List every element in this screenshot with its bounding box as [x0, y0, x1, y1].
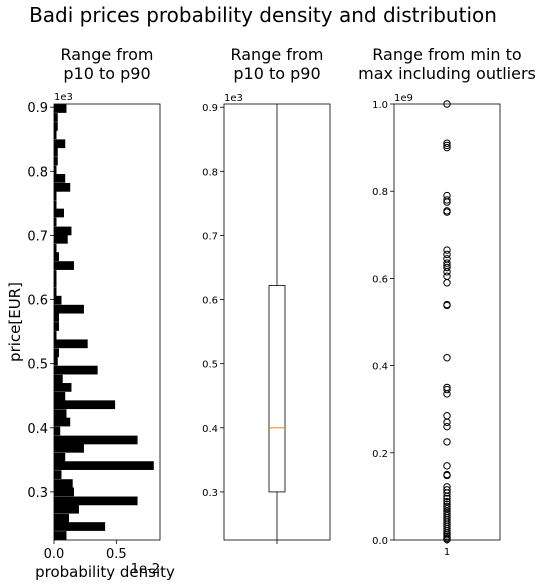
- histogram-bar: [54, 418, 70, 427]
- y-tick-label: 0.6: [202, 296, 218, 307]
- histogram-bar: [54, 157, 58, 166]
- y-offset-text: 1e3: [224, 93, 243, 104]
- histogram-bar: [54, 479, 73, 488]
- y-tick-label: 0.9: [27, 101, 48, 116]
- histogram-bar: [54, 104, 66, 113]
- histogram-bar: [54, 427, 60, 436]
- y-tick-label: 0.6: [27, 294, 48, 309]
- histogram-bar: [54, 122, 58, 131]
- histogram-bar: [54, 488, 74, 497]
- y-tick-label: 0.3: [202, 488, 218, 499]
- histogram-bar: [54, 261, 74, 270]
- histogram-bar: [54, 409, 66, 418]
- histogram-bar: [54, 531, 66, 540]
- x-tick-label: 0.5: [106, 547, 127, 562]
- y-tick-label: 0.3: [27, 486, 48, 501]
- panels: 0.3 0.4 0.5 0.6 0.7 0.8 0.9 0.0 0.5 1e3 1e-2probab…: [6, 45, 536, 581]
- histogram-bar: [54, 366, 98, 375]
- histogram-bar: [54, 357, 58, 366]
- histogram-bar: [54, 453, 65, 462]
- y-tick-label: 0.0: [372, 536, 388, 547]
- histogram-bar: [54, 505, 79, 514]
- histogram-bar: [54, 322, 59, 331]
- y-tick-label: 0.4: [372, 362, 388, 373]
- histogram-bar: [54, 305, 84, 314]
- histogram-bar: [54, 383, 71, 392]
- histogram-bar: [54, 235, 68, 244]
- histogram-bar: [54, 400, 115, 409]
- histogram-bar: [54, 470, 61, 479]
- figure-title: Badi prices probability density and dist…: [29, 3, 497, 27]
- y-tick-label: 0.7: [27, 229, 48, 244]
- histogram-bar: [54, 392, 65, 401]
- panel-3-title-line-2: max including outliers: [358, 64, 536, 83]
- y-tick-label: 0.8: [202, 167, 218, 178]
- histogram-bar: [54, 514, 69, 523]
- histogram-bar: [54, 444, 84, 453]
- y-tick-label: 0.9: [202, 103, 218, 114]
- y-tick-label: 0.4: [202, 424, 218, 435]
- histogram-bar: [54, 461, 154, 470]
- histogram-bar: [54, 183, 70, 192]
- panel-3-title-line-1: Range from min to: [372, 45, 521, 64]
- x-tick-label: 0.0: [44, 547, 65, 562]
- histogram-bar: [54, 375, 63, 384]
- y-tick-label: 0.6: [372, 274, 388, 285]
- histogram-bar: [54, 174, 65, 183]
- histogram-bar: [54, 348, 59, 357]
- y-tick-label: 0.2: [372, 449, 388, 460]
- y-tick-label: 0.5: [202, 360, 218, 371]
- histogram-bar: [54, 252, 59, 261]
- panel-1-title-line-1: Range from: [60, 45, 153, 64]
- panel-1-title-line-2: p10 to p90: [63, 64, 150, 83]
- histogram-bar: [54, 522, 105, 531]
- histogram-bar: [54, 296, 61, 305]
- panel-2-title-line-1: Range from: [230, 45, 323, 64]
- histogram-bar: [54, 436, 138, 445]
- y-tick-label: 0.7: [202, 231, 218, 242]
- histogram-bar: [54, 497, 138, 506]
- histogram-bar: [54, 339, 88, 348]
- histogram-bar: [54, 227, 71, 236]
- y-tick-label: 0.4: [27, 422, 48, 437]
- y-tick-label: 1.0: [372, 100, 388, 111]
- y-tick-label: 0.8: [27, 165, 48, 180]
- y-offset-text: 1e3: [54, 92, 73, 103]
- panel-3-plot-area: [394, 104, 500, 540]
- panel-2-title-line-2: p10 to p90: [233, 64, 320, 83]
- histogram-bar: [54, 313, 59, 322]
- histogram-bar: [54, 139, 65, 148]
- y-offset-text: 1e9: [394, 93, 413, 104]
- histogram-bar: [54, 209, 64, 218]
- histogram-bar: [54, 148, 58, 157]
- y-axis-label: price[EUR]: [6, 282, 24, 362]
- histogram-bar: [54, 113, 58, 122]
- y-tick-label: 0.8: [372, 187, 388, 198]
- x-axis-label: probability density: [35, 563, 175, 581]
- panel-1-plot-area: [54, 104, 160, 540]
- x-tick-label: 1: [444, 547, 450, 558]
- y-tick-label: 0.5: [27, 358, 48, 373]
